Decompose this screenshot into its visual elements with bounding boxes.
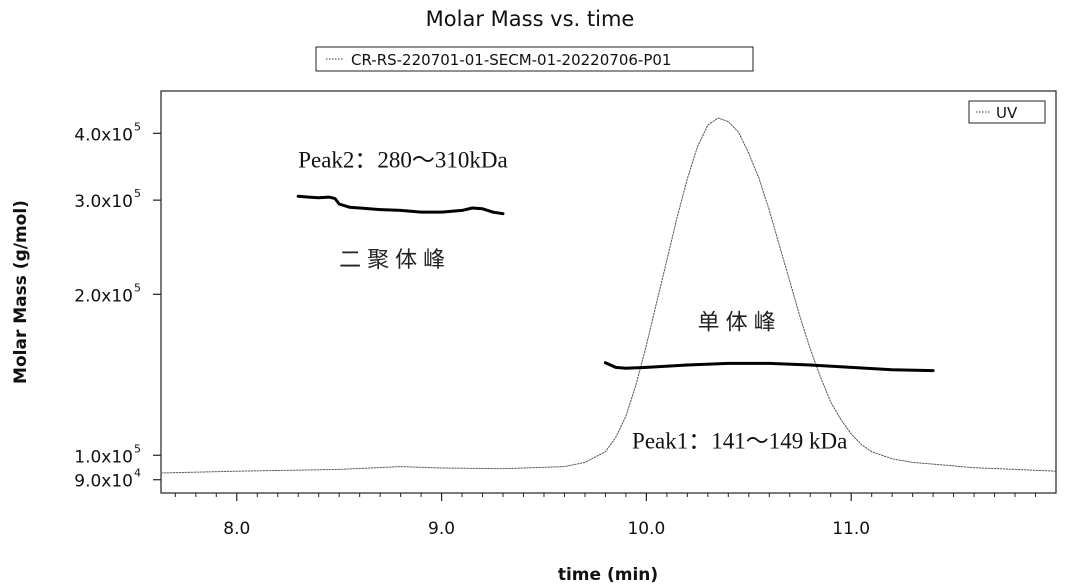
chart-title: Molar Mass vs. time — [426, 7, 635, 31]
plot-frame — [160, 90, 1057, 494]
y-axis-ticks: 9.0x10 41.0x10 52.0x10 53.0x10 54.0x10 5 — [74, 120, 161, 492]
x-axis-label: time (min) — [558, 565, 658, 585]
annotation-1: Peak2：280～310kDa — [298, 148, 508, 173]
y-tick-exponent: 5 — [134, 442, 141, 455]
y-tick-exponent: 5 — [134, 120, 141, 133]
x-tick-label: 8.0 — [223, 519, 250, 539]
x-tick-label: 9.0 — [428, 519, 455, 539]
series-layer — [160, 117, 1057, 474]
y-tick-label: 3.0x10 — [74, 192, 133, 212]
y-tick-label: 9.0x10 — [74, 472, 133, 492]
x-tick-label: 11.0 — [832, 519, 870, 539]
x-axis-ticks: 8.0 9.0 10.0 11.0 — [174, 493, 1037, 539]
inner-legend-label: UV — [996, 104, 1018, 122]
y-tick-exponent: 4 — [134, 467, 141, 480]
peak2-molar-mass-trace — [296, 194, 505, 216]
inner-legend: UV — [968, 100, 1046, 124]
annotation-2: 二聚体峰 — [339, 248, 451, 273]
uv-trace — [160, 117, 1057, 474]
y-tick-label: 2.0x10 — [74, 286, 133, 306]
x-tick-label: 10.0 — [627, 519, 665, 539]
y-tick-exponent: 5 — [134, 281, 141, 294]
top-legend: CR-RS-220701-01-SECM-01-20220706-P01 — [315, 46, 754, 72]
y-tick-exponent: 5 — [134, 187, 141, 200]
y-tick-label: 1.0x10 — [74, 447, 133, 467]
top-legend-label: CR-RS-220701-01-SECM-01-20220706-P01 — [351, 51, 671, 69]
y-axis-label: Molar Mass (g/mol) — [11, 200, 31, 384]
annotation-4: Peak1：141～149 kDa — [632, 428, 847, 453]
annotation-3: 单体峰 — [698, 310, 782, 335]
peak1-molar-mass-trace — [603, 361, 935, 373]
y-tick-label: 4.0x10 — [74, 125, 133, 145]
